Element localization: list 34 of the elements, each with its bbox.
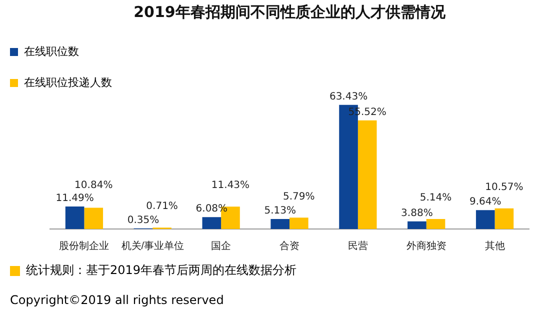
- bar: [270, 218, 290, 229]
- x-tick-label: 外商独资: [406, 240, 446, 252]
- bar: [408, 221, 426, 229]
- bar: [476, 210, 495, 229]
- text: 统计规则：基于2019年春节后两周的在线数据分析: [26, 262, 297, 279]
- bar: [65, 206, 84, 229]
- x-tick-label: 民营: [348, 240, 368, 252]
- data-label: 9.64%: [469, 196, 502, 208]
- legend-label: 在线职位数: [24, 44, 79, 59]
- text: Copyright©2019 all rights reserved: [10, 293, 224, 307]
- data-label: 3.88%: [401, 208, 433, 219]
- bar: [494, 208, 514, 229]
- data-label: 0.71%: [146, 201, 178, 212]
- x-tick-label: 合资: [280, 240, 300, 252]
- bar: [202, 217, 222, 229]
- data-label: 10.57%: [485, 182, 524, 193]
- data-label: 11.49%: [56, 193, 94, 204]
- data-label: 11.43%: [211, 180, 250, 192]
- x-tick-label: 其他: [484, 240, 505, 252]
- data-label: 0.35%: [127, 214, 160, 226]
- bar: [84, 208, 104, 229]
- x-tick-label: 国企: [211, 240, 232, 252]
- data-label: 10.84%: [74, 180, 113, 192]
- data-label: 63.43%: [329, 91, 368, 102]
- legend-label: 在线职位投递人数: [24, 75, 112, 90]
- data-label: 5.13%: [264, 206, 296, 217]
- x-tick-label: 机关/事业单位: [121, 240, 184, 252]
- bar: [426, 218, 446, 229]
- data-label: 5.79%: [283, 191, 315, 202]
- bar: [290, 218, 308, 229]
- data-label: 5.14%: [420, 192, 452, 204]
- bar: [358, 120, 377, 229]
- chart-title: 2019年春招期间不同性质企业的人才供需情况: [134, 2, 446, 21]
- x-tick-label: 股份制企业: [59, 240, 110, 252]
